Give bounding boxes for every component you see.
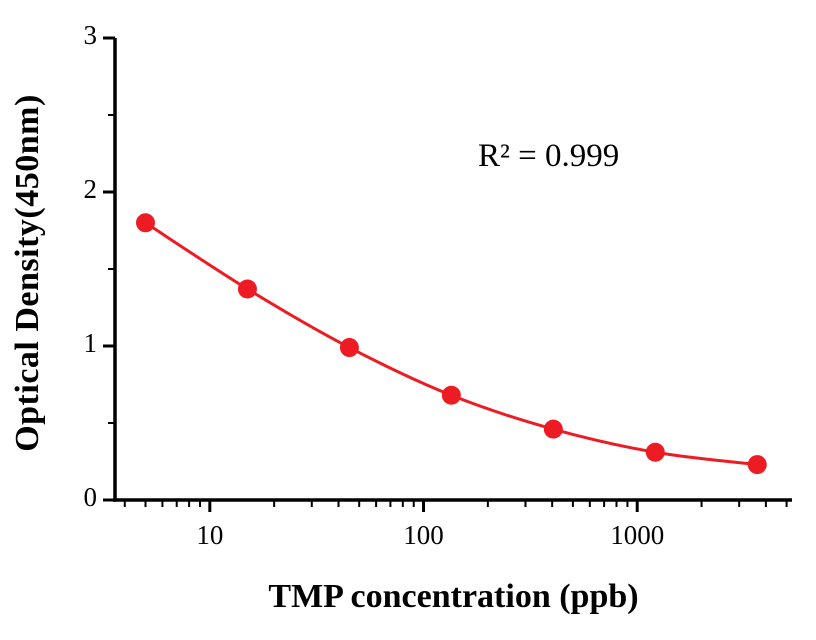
y-tick-label: 0: [84, 482, 98, 512]
data-point: [543, 419, 563, 439]
fit-curve: [144, 221, 758, 467]
y-axis-title: Optical Density(450nm): [9, 94, 46, 452]
data-point: [135, 213, 155, 233]
y-tick-label: 3: [84, 20, 98, 50]
x-tick-label: 10: [196, 520, 223, 550]
data-point: [645, 442, 665, 462]
y-tick-label: 1: [84, 328, 98, 358]
x-tick-label: 100: [403, 520, 444, 550]
x-tick-label: 1000: [610, 520, 664, 550]
y-tick-label: 2: [84, 174, 98, 204]
data-point: [441, 385, 461, 405]
x-axis-title: TMP concentration (ppb): [268, 578, 639, 615]
r-squared-annotation: R² = 0.999: [478, 138, 620, 174]
data-point: [237, 279, 257, 299]
data-point: [339, 338, 359, 358]
data-point: [747, 455, 767, 475]
